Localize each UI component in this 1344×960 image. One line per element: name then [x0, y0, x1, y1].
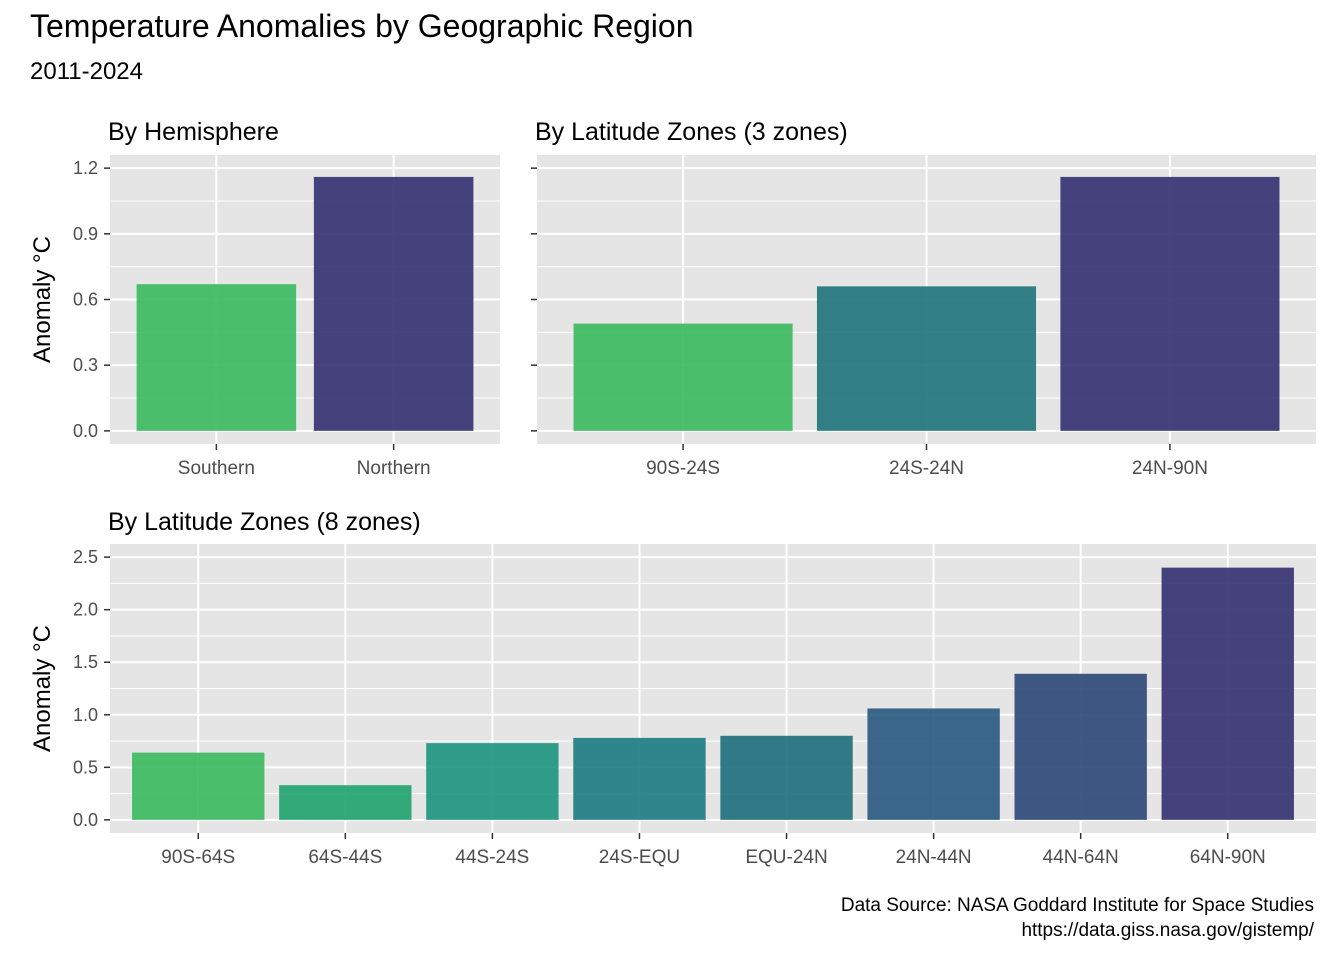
x-tick-label: 64S-44S — [308, 847, 382, 868]
caption-url: https://data.giss.nasa.gov/gistemp/ — [1021, 920, 1314, 941]
x-tick-label: EQU-24N — [745, 847, 827, 868]
chart-subtitle: 2011-2024 — [30, 58, 143, 85]
bar-24N-90N — [1060, 176, 1280, 431]
bar-44N-64N — [1014, 673, 1147, 820]
bar-64N-90N — [1161, 567, 1294, 820]
y-tick-label: 0.0 — [73, 810, 98, 830]
x-tick-label: 24S-EQU — [599, 847, 680, 868]
x-tick-label: Northern — [357, 458, 431, 479]
y-tick-label: 1.5 — [73, 652, 98, 672]
bar-Southern — [136, 284, 297, 431]
panel-title-3: By Latitude Zones (8 zones) — [108, 508, 421, 536]
y-tick-label: 0.9 — [73, 224, 98, 244]
x-tick-label: 90S-64S — [161, 847, 235, 868]
panel-title-1: By Hemisphere — [108, 118, 279, 146]
bar-EQU-24N — [720, 735, 853, 820]
y-tick-label: 0.6 — [73, 290, 98, 310]
y-axis-label: Anomaly °C — [29, 625, 56, 752]
bar-64S-44S — [279, 785, 412, 820]
bar-90S-64S — [132, 752, 265, 820]
y-tick-label: 1.0 — [73, 705, 98, 725]
bar-Northern — [313, 176, 474, 431]
bar-24S-24N — [816, 286, 1037, 431]
y-tick-label: 2.0 — [73, 600, 98, 620]
bar-44S-24S — [426, 743, 559, 820]
y-tick-label: 0.3 — [73, 355, 98, 375]
panel-title-2: By Latitude Zones (3 zones) — [535, 118, 848, 146]
bar-24S-EQU — [573, 737, 706, 820]
x-tick-label: 24S-24N — [889, 458, 964, 479]
x-tick-label: 24N-90N — [1132, 458, 1208, 479]
x-tick-label: Southern — [178, 458, 255, 479]
x-tick-label: 44N-64N — [1043, 847, 1119, 868]
x-tick-label: 44S-24S — [455, 847, 529, 868]
y-tick-label: 0.5 — [73, 757, 98, 777]
x-tick-label: 64N-90N — [1190, 847, 1266, 868]
caption-source: Data Source: NASA Goddard Institute for … — [840, 895, 1314, 916]
y-axis-label: Anomaly °C — [29, 236, 56, 363]
y-tick-label: 1.2 — [73, 158, 98, 178]
y-tick-label: 2.5 — [73, 547, 98, 567]
bar-90S-24S — [573, 323, 793, 431]
y-tick-label: 0.0 — [73, 421, 98, 441]
bar-24N-44N — [867, 708, 1000, 820]
x-tick-label: 90S-24S — [646, 458, 720, 479]
x-tick-label: 24N-44N — [896, 847, 972, 868]
chart-title: Temperature Anomalies by Geographic Regi… — [30, 8, 694, 44]
